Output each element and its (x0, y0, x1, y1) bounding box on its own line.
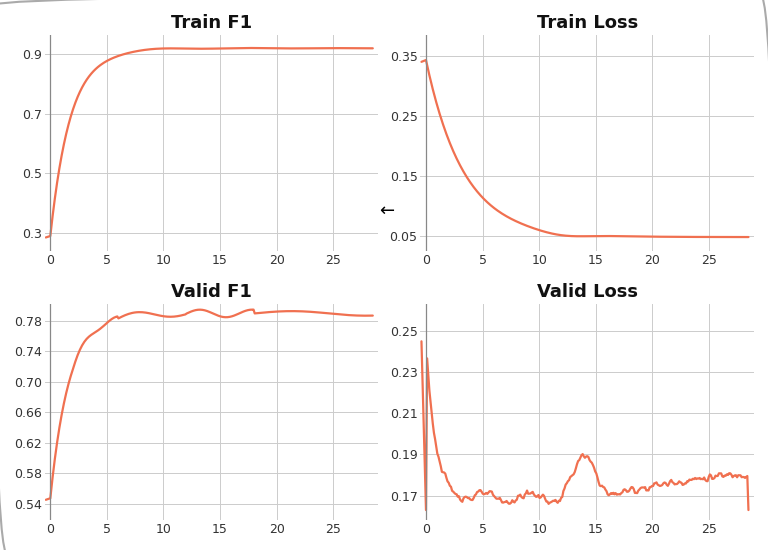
Text: ←: ← (379, 202, 394, 219)
Title: Valid F1: Valid F1 (171, 283, 252, 301)
Title: Train Loss: Train Loss (537, 14, 638, 32)
Title: Valid Loss: Valid Loss (537, 283, 637, 301)
Title: Train F1: Train F1 (171, 14, 252, 32)
